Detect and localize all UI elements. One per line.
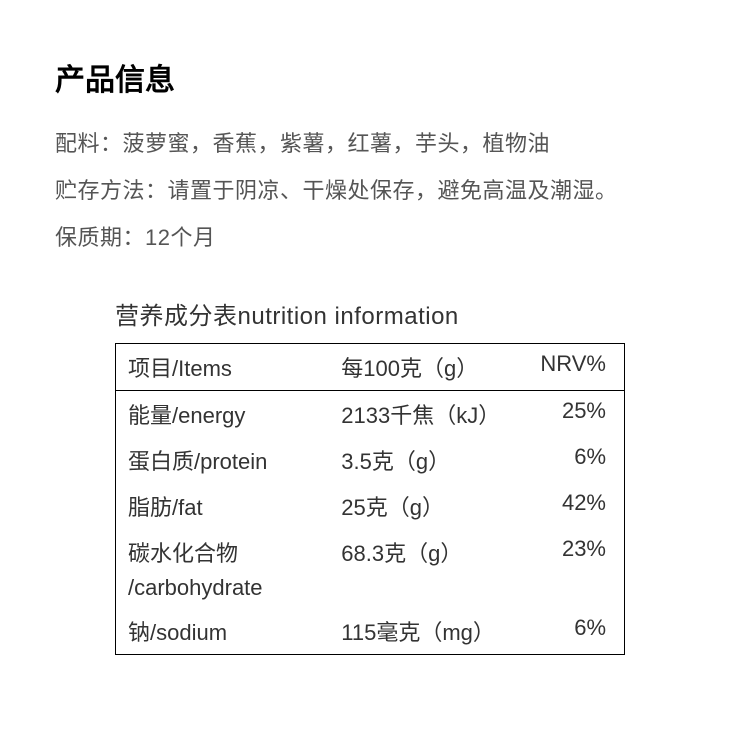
cell-item: 能量/energy bbox=[116, 391, 330, 438]
cell-item-line2: /carbohydrate bbox=[116, 575, 330, 608]
nutrition-table: 项目/Items 每100克（g） NRV% 能量/energy 2133千焦（… bbox=[115, 343, 625, 655]
ingredients-line: 配料：菠萝蜜，香蕉，紫薯，红薯，芋头，植物油 bbox=[55, 127, 695, 160]
cell-value: 115毫克（mg） bbox=[329, 608, 522, 655]
cell-item: 脂肪/fat bbox=[116, 483, 330, 529]
cell-value: 25克（g） bbox=[329, 483, 522, 529]
product-info-title: 产品信息 bbox=[55, 55, 695, 99]
table-row: 蛋白质/protein 3.5克（g） 6% bbox=[116, 437, 625, 483]
header-items: 项目/Items bbox=[116, 344, 330, 391]
cell-item: 蛋白质/protein bbox=[116, 437, 330, 483]
header-nrv: NRV% bbox=[523, 344, 625, 391]
nutrition-title: 营养成分表nutrition information bbox=[115, 296, 695, 331]
cell-nrv: 23% bbox=[523, 529, 625, 575]
cell-nrv: 6% bbox=[523, 437, 625, 483]
nutrition-section: 营养成分表nutrition information 项目/Items 每100… bbox=[55, 296, 695, 655]
cell-item: 钠/sodium bbox=[116, 608, 330, 655]
shelf-life-line: 保质期：12个月 bbox=[55, 221, 695, 254]
cell-item: 碳水化合物 bbox=[116, 529, 330, 575]
cell-nrv bbox=[523, 575, 625, 608]
cell-nrv: 42% bbox=[523, 483, 625, 529]
table-row: /carbohydrate bbox=[116, 575, 625, 608]
cell-nrv: 6% bbox=[523, 608, 625, 655]
table-row: 能量/energy 2133千焦（kJ） 25% bbox=[116, 391, 625, 438]
cell-value: 3.5克（g） bbox=[329, 437, 522, 483]
header-per100g: 每100克（g） bbox=[329, 344, 522, 391]
storage-line: 贮存方法：请置于阴凉、干燥处保存，避免高温及潮湿。 bbox=[55, 174, 695, 207]
table-row: 脂肪/fat 25克（g） 42% bbox=[116, 483, 625, 529]
cell-value: 68.3克（g） bbox=[329, 529, 522, 575]
cell-value: 2133千焦（kJ） bbox=[329, 391, 522, 438]
table-row: 钠/sodium 115毫克（mg） 6% bbox=[116, 608, 625, 655]
table-row: 碳水化合物 68.3克（g） 23% bbox=[116, 529, 625, 575]
table-header-row: 项目/Items 每100克（g） NRV% bbox=[116, 344, 625, 391]
cell-value bbox=[329, 575, 522, 608]
cell-nrv: 25% bbox=[523, 391, 625, 438]
